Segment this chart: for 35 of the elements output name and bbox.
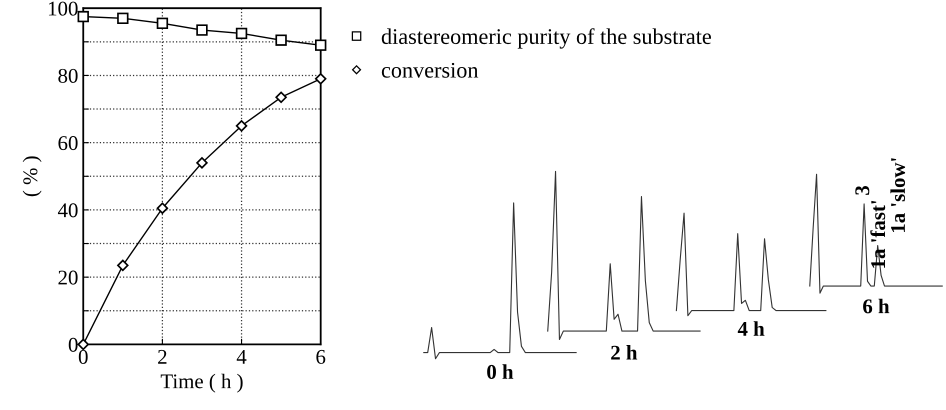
point [78,338,89,350]
point [156,202,168,214]
y-tick-label: 60 [58,136,78,150]
y-tick-label: 40 [58,203,78,218]
point [236,120,248,132]
point [275,34,287,46]
x-axis-title: 0 h [487,364,514,379]
y-tick-label: 100 [48,2,78,16]
point [156,18,168,30]
x-tick-label: 4 [236,350,246,364]
point [236,28,248,40]
annotation: 1a 'slow' [890,158,906,232]
x-axis-title: 6 h [863,298,890,314]
x-axis-title: 4 h [738,321,764,336]
y-tick-label: 80 [58,68,78,83]
x-tick-label: 2 [158,350,166,364]
x-tick-label: 0 [78,350,88,364]
point [117,260,129,272]
y-tick-label: 0 [68,338,78,352]
legend-label: conversion [382,62,478,78]
point [315,39,326,51]
point [314,73,326,85]
y-axis-title: ( % ) [22,156,42,196]
x-axis-title: 2 h [611,345,638,360]
annotation: 3 [855,186,870,195]
y-tick-label: 20 [58,270,78,285]
point [78,10,89,22]
point [117,12,129,24]
x-tick-label: 6 [316,350,326,364]
annotation: 1a 'fast' [870,200,886,268]
legend-label: diastereomeric purity of the substrate [382,28,711,49]
point [196,157,208,169]
point [196,24,208,36]
point [275,92,287,104]
x-axis-title: Time ( h ) [160,374,243,393]
